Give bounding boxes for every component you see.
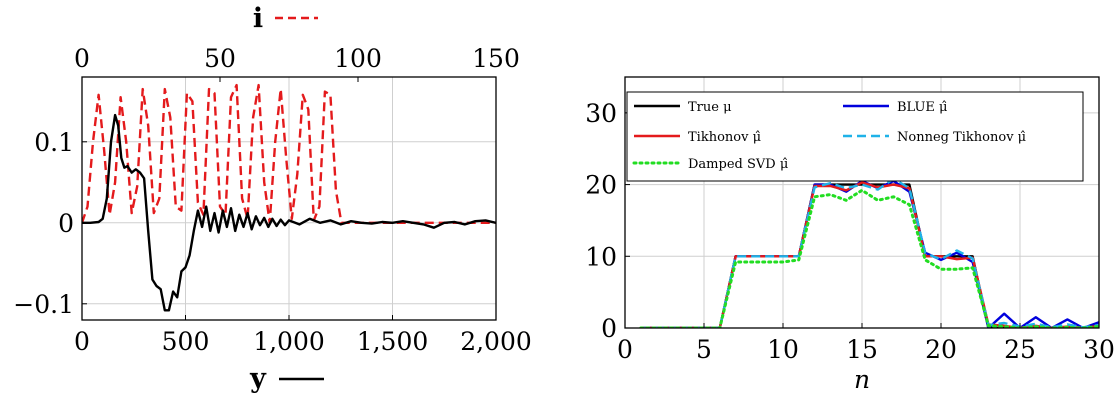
top-tick-label: 150 <box>472 44 520 73</box>
series-line-y <box>82 113 496 312</box>
y-tick-label: 10 <box>585 242 617 271</box>
x-tick-label: 500 <box>162 327 210 356</box>
right-chart: 0 10 20 30 0 5 10 15 20 25 30 n True μ BLUE μ̂ Tikho… <box>585 76 1115 394</box>
legend-label: Damped SVD μ̂ <box>688 157 788 172</box>
x-tick-label: 1,500 <box>357 327 429 356</box>
x-tick-label: 20 <box>925 335 957 364</box>
x-tick-label: 2,000 <box>460 327 532 356</box>
left-bottom-axis-label: y <box>249 363 267 394</box>
y-tick-label: 30 <box>585 99 617 128</box>
top-tick-label: 100 <box>334 44 382 73</box>
left-grid <box>81 77 497 320</box>
series-line-BLUE μ̂ <box>640 179 1099 328</box>
x-tick-label: 1,000 <box>253 327 325 356</box>
right-legend: True μ BLUE μ̂ Tikhonov μ̂ Nonneg Tikhonov … <box>626 91 1084 182</box>
left-top-axis-label: i <box>253 3 263 34</box>
legend-label: BLUE μ̂ <box>897 100 948 115</box>
y-tick-label: −0.1 <box>13 290 74 319</box>
x-tick-label: 25 <box>1004 335 1036 364</box>
x-tick-label: 0 <box>617 335 633 364</box>
series-line-Damped SVD μ̂ <box>639 188 1099 328</box>
legend-entries: True μ BLUE μ̂ Tikhonov μ̂ Nonneg Tikhonov … <box>632 100 1026 172</box>
x-tick-label: 5 <box>696 335 712 364</box>
x-tick-label: 0 <box>74 327 90 356</box>
right-series <box>639 177 1099 328</box>
right-x-axis-label: n <box>854 365 870 394</box>
y-tick-label: 0 <box>58 209 74 238</box>
series-line-Nonneg Tikhonov μ̂ <box>640 177 1099 328</box>
x-tick-label: 30 <box>1083 335 1115 364</box>
x-tick-label: 10 <box>767 335 799 364</box>
y-tick-label: 0 <box>601 314 617 343</box>
y-tick-label: 20 <box>585 171 617 200</box>
top-tick-label: 0 <box>74 44 90 73</box>
series-line-Tikhonov μ̂ <box>640 181 1099 328</box>
x-tick-label: 15 <box>846 335 878 364</box>
top-tick-label: 50 <box>204 44 236 73</box>
legend-label: Nonneg Tikhonov μ̂ <box>897 130 1026 145</box>
legend-label: True μ <box>688 100 732 115</box>
left-series <box>82 83 496 312</box>
right-ticks: 0 10 20 30 0 5 10 15 20 25 30 <box>585 99 1115 364</box>
y-tick-label: 0.1 <box>34 128 74 157</box>
legend-label: Tikhonov μ̂ <box>688 130 761 145</box>
